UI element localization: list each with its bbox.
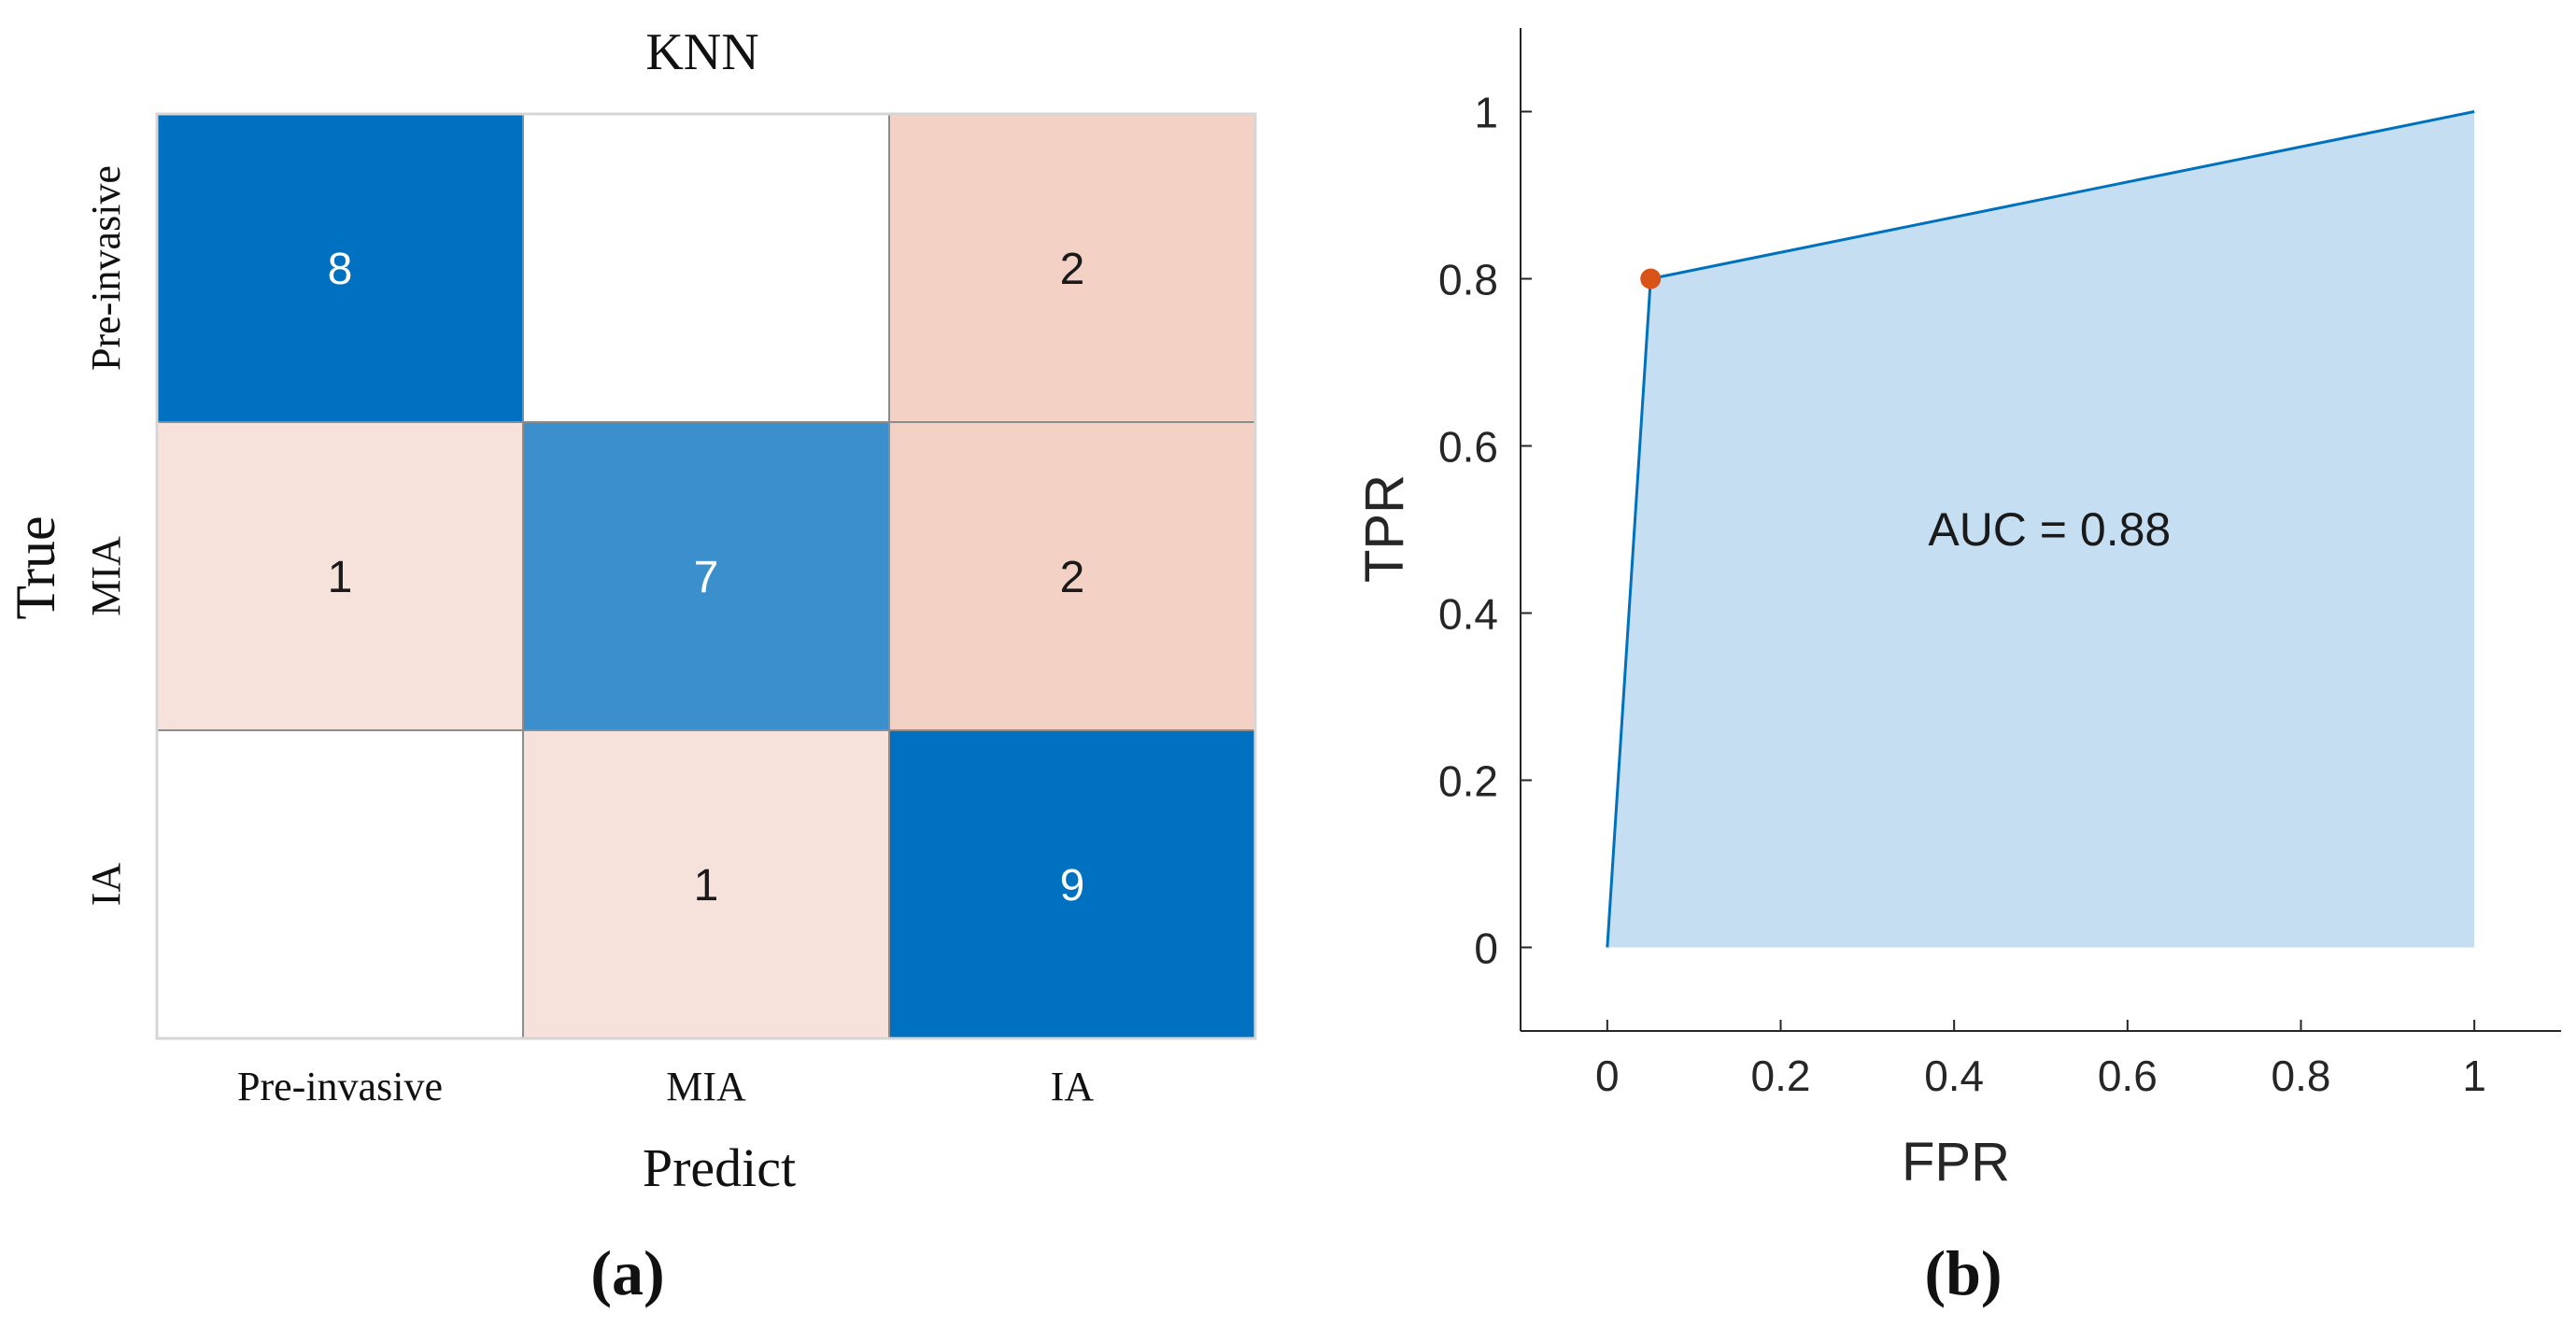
- roc-plot-area: 0 0.2 0.4 0.6 0.8 1 0 0.2 0.4 0.6 0.8 1 AUC = 0.88: [1438, 28, 2561, 1100]
- heatmap-xlabel: Predict: [643, 1137, 796, 1198]
- matrix-cell-value: 9: [1060, 861, 1085, 911]
- auc-annotation: AUC = 0.88: [1928, 503, 2171, 556]
- y-tick-label: 0: [1474, 925, 1498, 973]
- matrix-cell: [156, 729, 524, 1039]
- matrix-cell: [522, 421, 890, 731]
- x-tick-label: 0.6: [2098, 1052, 2158, 1100]
- x-tick-label: 0.4: [1924, 1052, 1984, 1100]
- x-tick-label: 1: [2462, 1052, 2486, 1100]
- matrix-cell: [156, 421, 524, 731]
- matrix-cell-value: 2: [1060, 553, 1085, 602]
- matrix-cell-value: 8: [328, 245, 353, 294]
- y-tick-label: Pre-invasive: [83, 165, 129, 371]
- matrix-cell: [522, 113, 890, 423]
- panel-b-label: (b): [1924, 1237, 2002, 1308]
- heatmap-title: KNN: [645, 23, 758, 81]
- heatmap-ylabel: True: [5, 515, 66, 619]
- roc-xlabel: FPR: [1902, 1132, 2010, 1193]
- x-tick-label: MIA: [666, 1064, 746, 1109]
- matrix-cell: [522, 729, 890, 1039]
- matrix-frame: [155, 112, 1257, 1040]
- y-tick-label: 0.4: [1438, 590, 1498, 639]
- roc-area: [1606, 111, 2475, 948]
- y-tick-label: MIA: [83, 536, 129, 616]
- y-tick-label: 0.2: [1438, 757, 1498, 806]
- y-tick-label: IA: [83, 863, 129, 907]
- matrix-cell: [888, 421, 1256, 731]
- matrix-cell-value: 1: [328, 553, 353, 602]
- matrix-cell-value: 1: [694, 861, 719, 911]
- y-tick-label: 1: [1474, 89, 1498, 137]
- operating-point: [1640, 268, 1662, 289]
- matrix-cell-value: 2: [1060, 245, 1085, 294]
- matrix-cell-value: 7: [694, 553, 719, 602]
- roc-panel: 0 0.2 0.4 0.6 0.8 1 0 0.2 0.4 0.6 0.8 1 AUC = 0.88 F…: [1354, 28, 2561, 1308]
- panel-a-label: (a): [590, 1237, 664, 1308]
- y-tick-labels: Pre-invasive MIA IA: [83, 165, 129, 906]
- x-tick-label: 0.8: [2272, 1052, 2331, 1100]
- matrix-cell: [888, 113, 1256, 423]
- confusion-matrix-panel: KNN 8 2 1 7 2 1 9 Pre-invasive MIA IA Pre-invasi…: [5, 23, 1257, 1308]
- x-tick-label: 0: [1595, 1052, 1620, 1100]
- roc-ylabel: TPR: [1354, 474, 1415, 583]
- x-tick-label: IA: [1051, 1064, 1095, 1109]
- y-tick-label: 0.8: [1438, 256, 1498, 304]
- matrix-cell: [156, 113, 524, 423]
- confusion-matrix-cells: 8 2 1 7 2 1 9: [155, 112, 1257, 1040]
- x-tick-label: 0.2: [1751, 1052, 1811, 1100]
- x-tick-labels: Pre-invasive MIA IA: [237, 1064, 1094, 1109]
- y-tick-label: 0.6: [1438, 423, 1498, 472]
- matrix-cell: [888, 729, 1256, 1039]
- x-tick-label: Pre-invasive: [237, 1064, 443, 1109]
